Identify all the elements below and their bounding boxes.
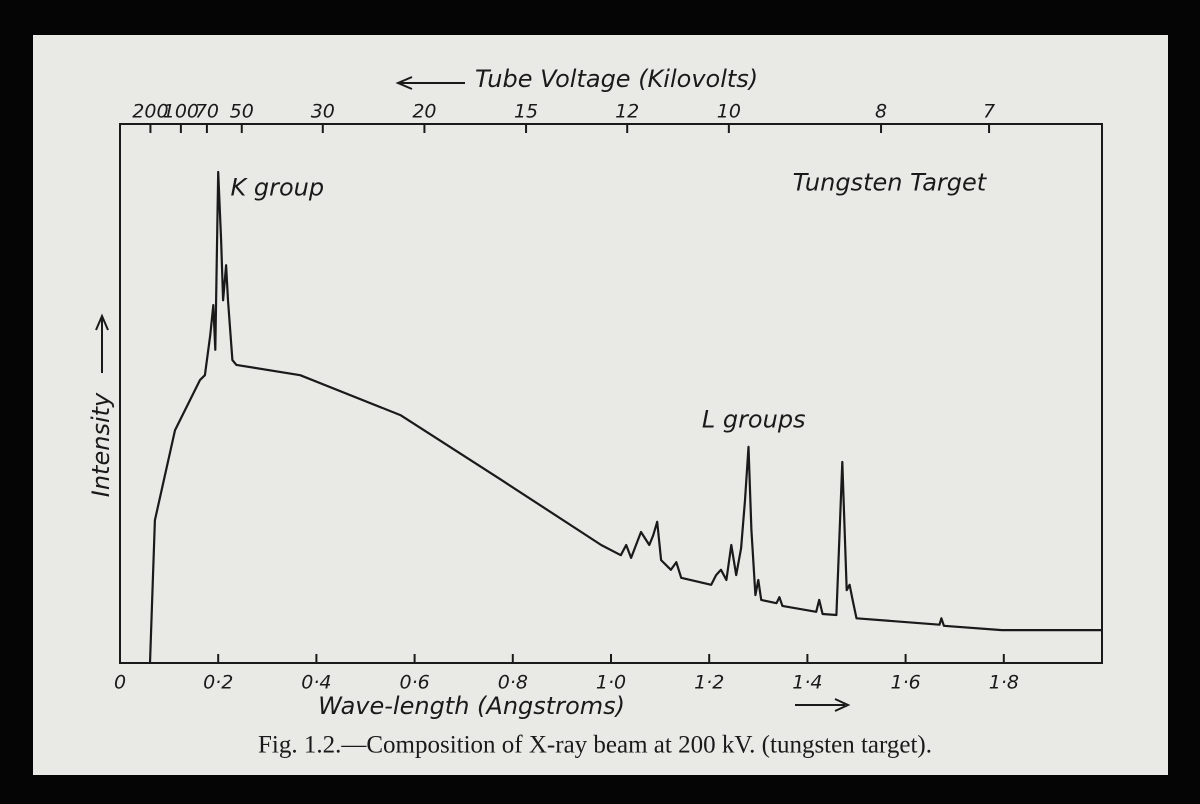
x-tick-label: 1·4 (792, 672, 822, 694)
x-tick-label: 1·8 (989, 672, 1019, 694)
x2-tick-label: 30 (311, 101, 335, 123)
x2-arrow (395, 76, 465, 90)
x-arrow (795, 698, 851, 712)
x2-tick-label: 70 (195, 101, 219, 123)
x-tick-label: 1·2 (694, 672, 724, 694)
x2-tick-label: 15 (514, 101, 538, 123)
x2-tick-label: 50 (230, 101, 254, 123)
intensity-curve (148, 170, 1102, 664)
paper (33, 35, 1168, 775)
x2-tick-label: 8 (875, 101, 887, 123)
y-arrow (95, 313, 109, 373)
x2-tick-label: 12 (615, 101, 639, 123)
annotation: K group (230, 174, 324, 202)
annotation: L groups (702, 405, 806, 433)
x-tick-label: 1·0 (596, 672, 626, 694)
x-tick-label: 0·8 (498, 672, 528, 694)
caption: Fig. 1.2.—Composition of X-ray beam at 2… (258, 732, 932, 759)
x-tick-label: 0·4 (301, 672, 331, 694)
x2-tick-label: 100 (163, 101, 199, 123)
x2-axis-label: Tube Voltage (Kilovolts) (475, 65, 758, 93)
x2-tick-label: 7 (983, 101, 995, 123)
x-tick-label: 0 (114, 672, 126, 694)
y-axis-label: Intensity (87, 392, 115, 497)
x-axis-label: Wave-length (Angstroms) (318, 692, 625, 720)
x-tick-label: 0·2 (203, 672, 233, 694)
x2-tick-label: 20 (412, 101, 436, 123)
x-tick-label: 0·6 (399, 672, 429, 694)
x-tick-label: 1·6 (890, 672, 920, 694)
annotation: Tungsten Target (793, 168, 988, 196)
x2-tick-label: 200 (132, 101, 168, 123)
x2-tick-label: 10 (717, 101, 741, 123)
